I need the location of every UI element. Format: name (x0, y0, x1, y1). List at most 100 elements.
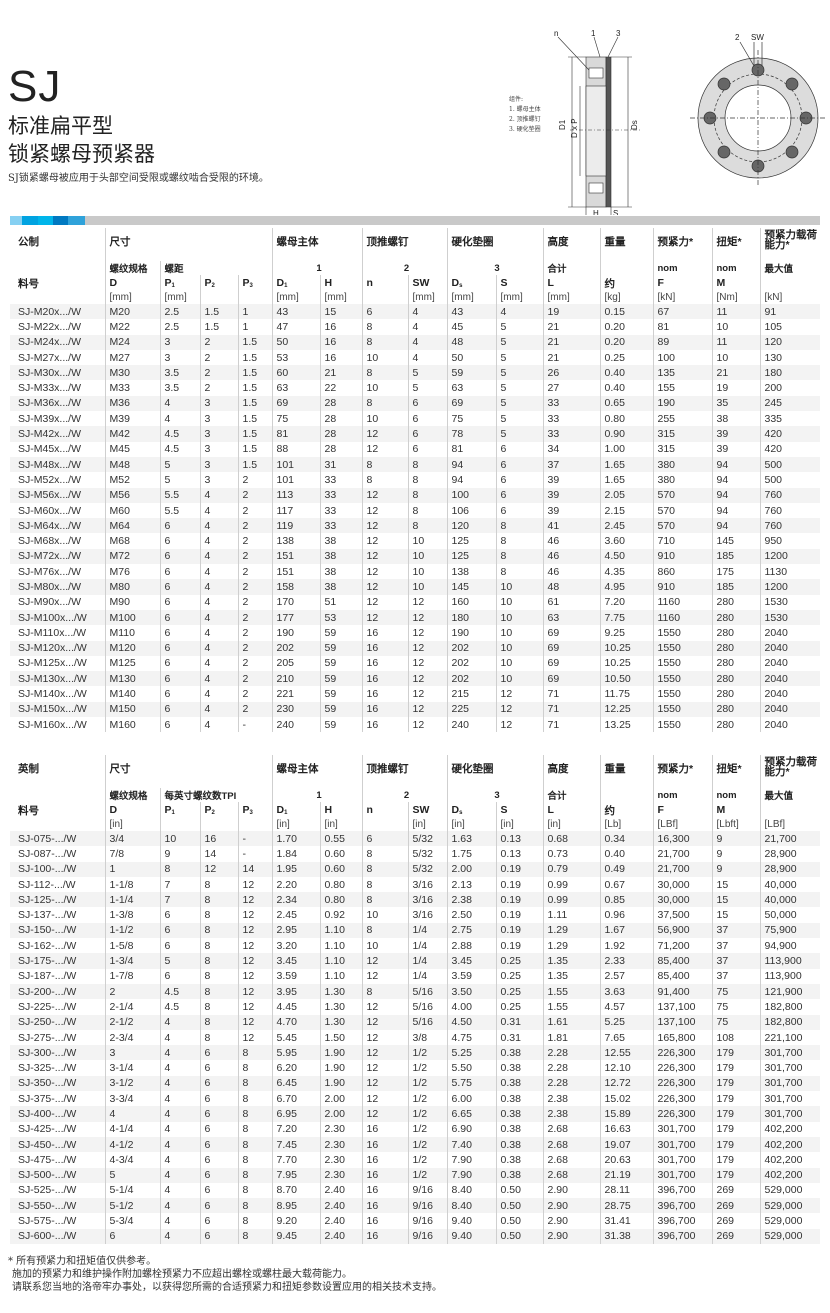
table-cell: 0.13 (495, 831, 543, 847)
column-symbol: D1 (271, 275, 320, 291)
table-cell: 1/2 (407, 1106, 447, 1122)
table-cell: 1.67 (599, 922, 653, 939)
table-cell: 8 (361, 395, 408, 412)
table-cell: 3/16 (407, 876, 447, 893)
table-cell: 4.5 (159, 426, 200, 442)
label-h: H (593, 209, 599, 215)
table-cell: 15 (711, 907, 760, 923)
component-number: 1 (271, 261, 362, 275)
table-cell: 179 (711, 1075, 760, 1092)
table-cell: 4 (159, 1167, 200, 1183)
table-cell: 4 (159, 1045, 200, 1061)
table-row: SJ-M125x.../W M125 6 4 2 205 59 16 12 202 10 69 10.2… (10, 655, 820, 672)
table-cell: 2.45 (599, 518, 653, 534)
table-row: SJ-125-.../W 1-1/4 7 8 12 2.34 0.80 8 3/16 2.38 0.… (10, 892, 820, 908)
table-cell: 0.38 (495, 1075, 543, 1092)
table-cell: 15 (711, 892, 760, 908)
table-cell: 7.20 (599, 594, 653, 610)
table-cell: - (237, 831, 272, 847)
table-cell: 8 (361, 876, 408, 893)
column-symbol: F (652, 802, 712, 818)
table-cell: 12 (237, 1014, 272, 1030)
table-cell: 2.34 (271, 892, 320, 908)
table-cell: 1.5 (237, 456, 272, 473)
table-cell: 137,100 (652, 999, 712, 1015)
table-cell: 2.45 (271, 907, 320, 923)
table-cell: 69 (271, 395, 320, 412)
table-cell: 38 (319, 533, 362, 549)
table-cell: 1.75 (446, 846, 496, 862)
column-symbol: D (104, 275, 160, 291)
legend-title: 组件: (509, 96, 524, 103)
table-cell: 2 (237, 640, 272, 656)
table-cell: 120 (759, 334, 820, 350)
table-cell: 37 (542, 456, 600, 473)
table-cell: 8 (361, 472, 408, 488)
table-cell: 12 (407, 625, 447, 641)
table-cell: 117 (271, 502, 320, 519)
table-cell: 1.29 (542, 922, 600, 939)
table-row: SJ-M30x.../W M30 3.5 2 1.5 60 21 8 5 59 5 26 0.40 135… (10, 365, 820, 381)
imperial-spec-table: 英制 尺寸 螺母主体 顶推螺钉 硬化垫圈 高度 重量 预紧力* 扭矩* 预紧力载荷能力* 螺纹规格每… (10, 755, 820, 1245)
table-row: SJ-550-.../W 5-1/2 4 6 8 8.95 2.40 16 9/16 8.40 0.… (10, 1198, 820, 1214)
table-row: SJ-187-.../W 1-7/8 6 8 12 3.59 1.10 12 1/4 3.59 0.… (10, 968, 820, 984)
table-cell: 28.75 (599, 1198, 653, 1214)
table-cell: 760 (759, 502, 820, 519)
table-cell: M76 (104, 564, 160, 580)
table-cell: 1.10 (319, 968, 362, 984)
table-row: SJ-375-.../W 3-3/4 4 6 8 6.70 2.00 12 1/2 6.00 0.3… (10, 1091, 820, 1107)
table-row: SJ-162-.../W 1-5/8 6 8 12 3.20 1.10 10 1/4 2.88 0.… (10, 938, 820, 954)
table-cell: 113,900 (759, 968, 820, 984)
table-cell: 16 (361, 686, 408, 702)
table-cell: 280 (711, 671, 760, 687)
table-row: SJ-M33x.../W M33 3.5 2 1.5 63 22 10 5 63 5 27 0.40 15… (10, 380, 820, 396)
table-cell: 6 (199, 1198, 238, 1214)
table-cell: 0.50 (495, 1213, 543, 1229)
table-cell: 396,700 (652, 1198, 712, 1214)
column-unit: [in] (495, 818, 543, 831)
part-number-cell: SJ-600-.../W (10, 1228, 105, 1245)
table-cell: 8.40 (446, 1182, 496, 1199)
table-cell: 0.19 (495, 861, 543, 877)
table-cell: 177 (271, 609, 320, 626)
table-cell: 3-1/4 (104, 1060, 160, 1076)
table-cell: 71 (542, 717, 600, 733)
legend-item: 1. 螺母主体 (509, 106, 541, 113)
column-symbol: D1 (271, 802, 320, 818)
column-symbol (759, 275, 820, 291)
table-cell: 0.38 (495, 1060, 543, 1076)
table-cell: 8 (361, 334, 408, 350)
table-cell: 1-1/2 (104, 922, 160, 939)
component-number: 3 (446, 261, 543, 275)
table-cell: 12 (361, 1029, 408, 1046)
table-cell: 6 (199, 1075, 238, 1092)
table-cell: 202 (446, 655, 496, 672)
table-cell: 6.95 (271, 1106, 320, 1122)
table-cell: 16 (361, 640, 408, 656)
table-cell: 12 (237, 892, 272, 908)
table-cell: 8 (237, 1045, 272, 1061)
part-number-cell: SJ-162-.../W (18, 939, 77, 952)
table-cell: 10.50 (599, 671, 653, 687)
footnote: * 所有预紧力和扭矩值仅供参考。 (8, 1256, 157, 1267)
table-cell: 8 (199, 907, 238, 923)
symbol-text: D (451, 277, 460, 289)
table-cell: 4 (199, 564, 238, 580)
table-cell: 7.20 (271, 1121, 320, 1137)
symbol-text: D (276, 804, 285, 816)
table-cell: M27 (104, 349, 160, 366)
table-cell: 2.30 (319, 1167, 362, 1183)
table-cell: 12 (237, 1029, 272, 1046)
table-cell: 4 (199, 502, 238, 519)
table-cell: 3 (199, 441, 238, 457)
table-cell: 301,700 (652, 1136, 712, 1153)
column-unit: [in] (271, 818, 320, 831)
table-cell: 11 (711, 334, 760, 350)
table-cell: 2 (237, 518, 272, 534)
table-cell: 2.15 (599, 502, 653, 519)
column-unit: [mm] (407, 291, 447, 304)
table-cell: 420 (759, 426, 820, 442)
table-cell: 12 (361, 953, 408, 969)
table-cell: 5/32 (407, 861, 447, 877)
table-cell: 0.90 (599, 426, 653, 442)
